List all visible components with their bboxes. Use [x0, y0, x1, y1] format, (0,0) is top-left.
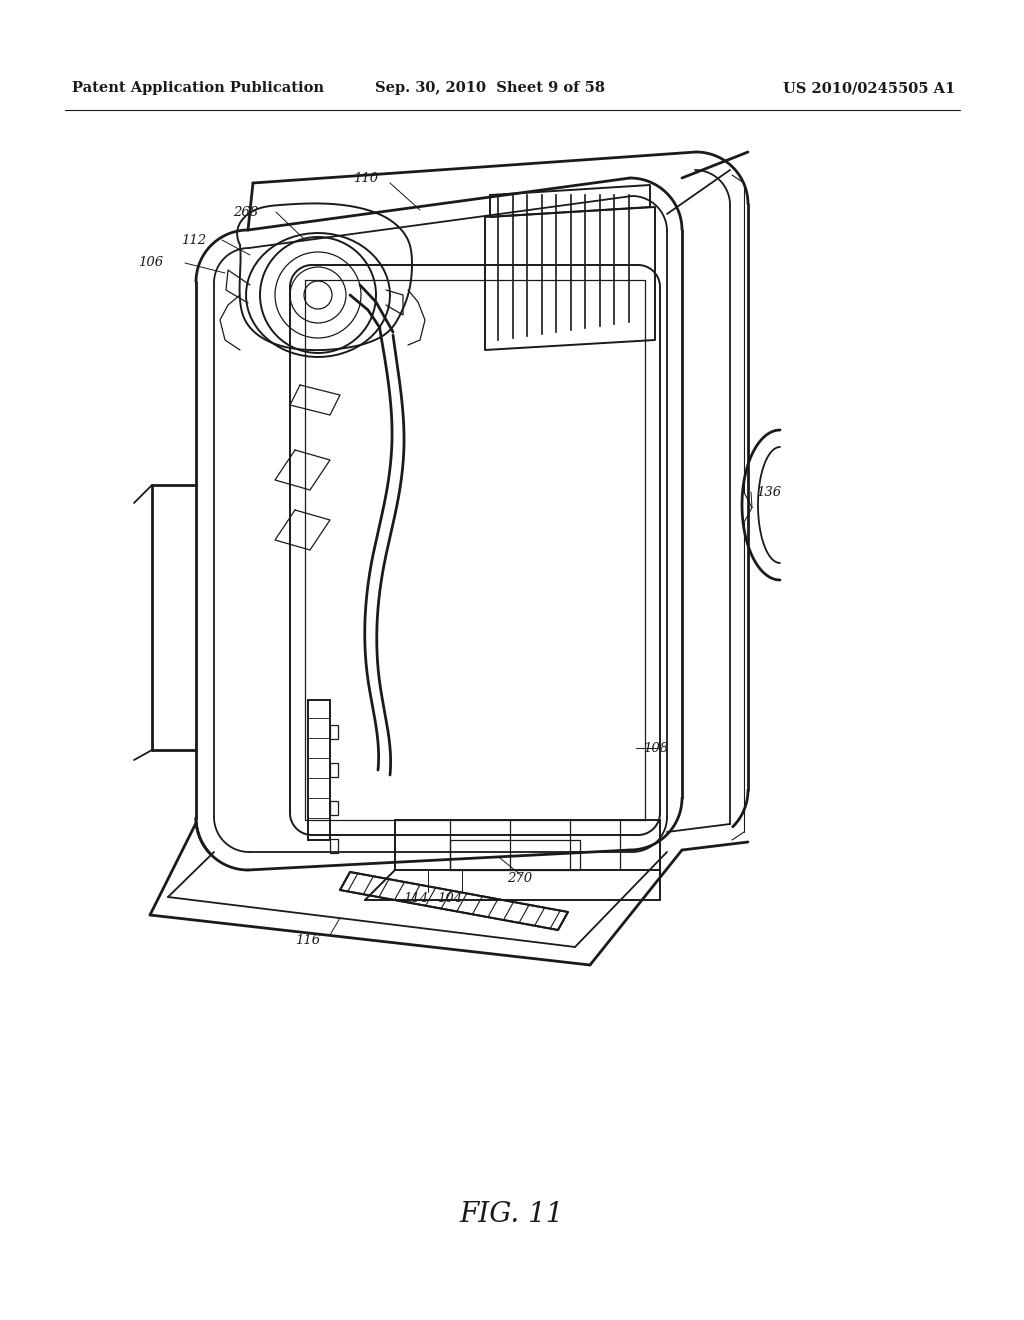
Text: 116: 116 — [295, 933, 319, 946]
Text: 112: 112 — [181, 234, 206, 247]
Text: 270: 270 — [507, 871, 532, 884]
Text: 136: 136 — [756, 486, 781, 499]
Text: 104: 104 — [437, 891, 462, 904]
Text: 108: 108 — [643, 742, 668, 755]
Text: Patent Application Publication: Patent Application Publication — [72, 81, 324, 95]
Bar — [330, 801, 338, 814]
Bar — [330, 840, 338, 853]
Text: 268: 268 — [232, 206, 258, 219]
Text: FIG. 11: FIG. 11 — [460, 1201, 564, 1229]
Polygon shape — [340, 873, 568, 931]
Text: Sep. 30, 2010  Sheet 9 of 58: Sep. 30, 2010 Sheet 9 of 58 — [375, 81, 605, 95]
Text: 114: 114 — [402, 891, 428, 904]
Text: US 2010/0245505 A1: US 2010/0245505 A1 — [782, 81, 955, 95]
Bar — [330, 725, 338, 739]
Bar — [330, 763, 338, 777]
Text: 106: 106 — [138, 256, 163, 269]
Text: 110: 110 — [353, 172, 378, 185]
